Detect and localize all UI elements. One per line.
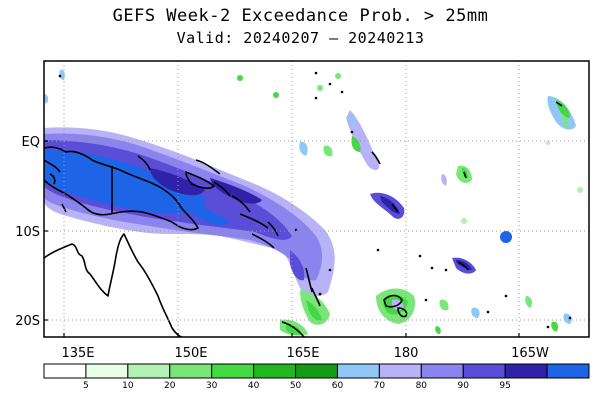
colorbar-label-90: 90	[458, 381, 470, 391]
colorbar-label-70: 70	[374, 381, 386, 391]
colorbar-label-30: 30	[206, 381, 218, 391]
colorbar-swatch-4	[211, 363, 255, 379]
coastlines	[44, 101, 563, 337]
colorbar-swatch-8	[378, 363, 422, 379]
graticule	[44, 61, 589, 337]
colorbar-label-40: 40	[248, 381, 260, 391]
colorbar-swatch-2	[127, 363, 171, 379]
colorbar-label-80: 80	[416, 381, 428, 391]
colorbar-swatch-6	[295, 363, 338, 379]
colorbar-label-20: 20	[164, 381, 176, 391]
lat-label-10s: 10S	[15, 225, 40, 240]
lon-label-180: 180	[394, 346, 419, 361]
colorbar-label-60: 60	[332, 381, 344, 391]
lon-label-150e: 150E	[174, 346, 207, 361]
colorbar-swatch-5	[253, 363, 297, 379]
map-subtitle: Valid: 20240207 – 20240213	[176, 29, 425, 47]
colorbar-swatch-1	[85, 363, 129, 379]
colorbar-swatch-12	[546, 363, 590, 379]
island-dots	[58, 71, 572, 329]
lat-label-20s: 20S	[15, 314, 40, 329]
colorbar-swatch-10	[462, 363, 506, 379]
lon-label-165e: 165E	[286, 346, 319, 361]
lat-label-eq: EQ	[22, 135, 40, 150]
axis-ticks	[44, 140, 520, 337]
colorbar-label-10: 10	[122, 381, 134, 391]
colorbar-label-5: 5	[83, 381, 89, 391]
colorbar-label-50: 50	[290, 381, 302, 391]
colorbar-swatch-0	[43, 363, 87, 379]
colorbar-swatch-7	[336, 363, 380, 379]
probability-shading	[44, 69, 583, 336]
map-title: GEFS Week-2 Exceedance Prob. > 25mm	[112, 6, 489, 26]
map-frame	[43, 60, 590, 338]
colorbar-label-95: 95	[499, 381, 510, 391]
colorbar: 5 10 20 30 40 50 60 70 80 90 95	[43, 363, 590, 391]
lat-labels: EQ 10S 20S	[15, 135, 40, 329]
lon-label-135e: 135E	[61, 346, 94, 361]
lon-labels: 135E 150E 165E 180 165W	[61, 346, 548, 361]
colorbar-swatch-11	[504, 363, 548, 379]
shade-band-95	[44, 150, 206, 214]
lon-label-165w: 165W	[511, 346, 549, 361]
colorbar-swatch-9	[420, 363, 464, 379]
colorbar-swatch-3	[169, 363, 213, 379]
